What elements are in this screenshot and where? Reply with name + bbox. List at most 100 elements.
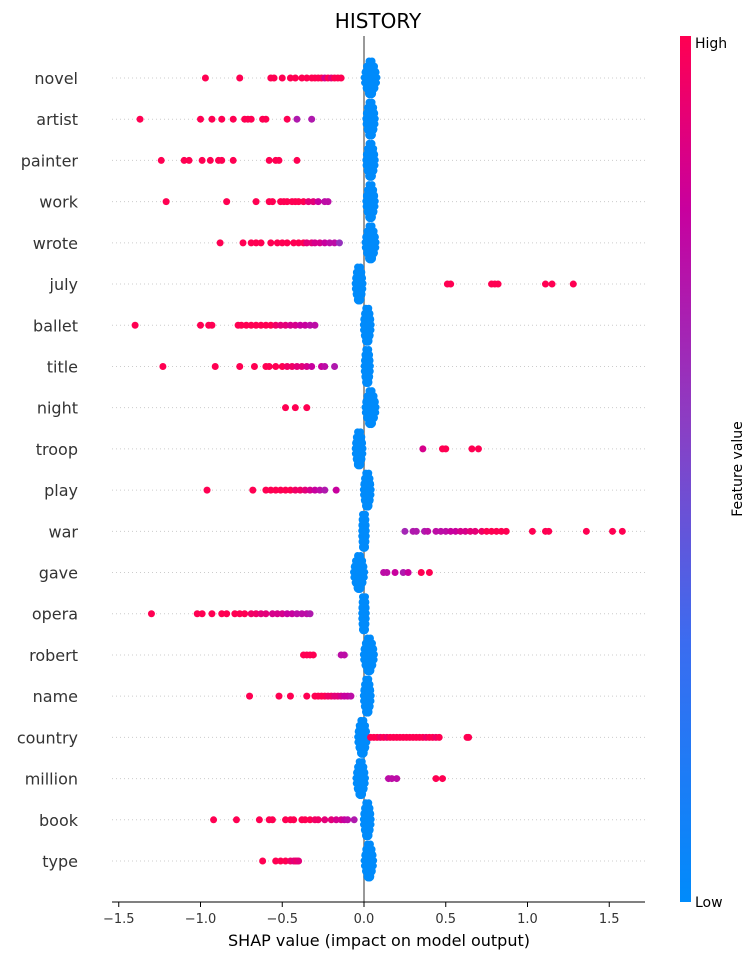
point-artist-7 (247, 115, 255, 123)
feature-label-robert: robert (29, 646, 78, 665)
feature-label-work: work (39, 193, 78, 212)
point-gave-1 (383, 569, 391, 577)
point-play-14 (321, 486, 329, 494)
point-ballet-1 (197, 321, 204, 329)
feature-label-artist: artist (36, 110, 78, 129)
colorbar-high-label: High (695, 36, 727, 52)
point-book-12 (314, 816, 322, 824)
point-play-7 (286, 486, 294, 494)
point-gave-4 (404, 569, 412, 577)
point-title-2 (236, 362, 244, 370)
chart-title: HISTORY (335, 9, 422, 33)
point-book-10 (306, 816, 314, 824)
point-wrote-9 (290, 239, 298, 247)
point-work-2 (252, 198, 260, 206)
point-book-7 (290, 816, 298, 824)
feature-label-book: book (39, 811, 79, 830)
point-wrote-19 (335, 239, 343, 247)
point-opera-5 (223, 610, 231, 618)
point-name-3 (303, 692, 311, 700)
point-war-10 (456, 527, 464, 535)
point-wrote-14 (311, 239, 319, 247)
point-july-5 (541, 280, 549, 288)
point-opera-11 (257, 610, 265, 618)
point-war-8 (447, 527, 455, 535)
point-ballet-14 (282, 321, 290, 329)
feature-label-wrote: wrote (33, 234, 78, 253)
point-novel-5 (286, 74, 294, 82)
point-war-5 (432, 527, 440, 535)
point-work-10 (295, 198, 303, 206)
point-play-6 (282, 486, 290, 494)
point-title-15 (321, 362, 329, 370)
x-tick-label-4: 0.5 (435, 912, 456, 927)
point-painter-1 (180, 156, 188, 164)
feature-label-name: name (33, 687, 78, 706)
point-type-0 (259, 857, 267, 865)
feature-label-million: million (25, 770, 78, 789)
point-play-8 (291, 486, 299, 494)
point-war-18 (497, 527, 505, 535)
point-ballet-3 (208, 321, 216, 329)
point-wrote-15 (316, 239, 324, 247)
point-opera-15 (278, 610, 286, 618)
point-ballet-8 (252, 321, 260, 329)
point-play-5 (277, 486, 285, 494)
point-war-2 (412, 527, 420, 535)
point-painter-0 (157, 156, 165, 164)
point-type-1 (272, 857, 280, 865)
point-play-12 (311, 486, 319, 494)
point-opera-6 (231, 610, 239, 618)
point-war-7 (442, 527, 450, 535)
point-type-low (366, 874, 374, 882)
feature-label-type: type (42, 852, 78, 871)
point-july-1 (447, 280, 455, 288)
point-robert-3 (309, 651, 317, 659)
point-title-13 (308, 362, 316, 370)
point-painter-4 (206, 156, 214, 164)
point-book-13 (321, 816, 329, 824)
point-work-11 (300, 198, 308, 206)
point-title-1 (211, 362, 219, 370)
point-million-4 (438, 775, 446, 783)
point-wrote-3 (252, 239, 260, 247)
point-ballet-0 (131, 321, 139, 329)
point-title-16 (331, 362, 339, 370)
point-troop-3 (468, 445, 476, 453)
point-book-14 (327, 816, 335, 824)
point-july-4 (494, 280, 502, 288)
point-million-2 (393, 775, 401, 783)
point-play-11 (306, 486, 314, 494)
point-ballet-9 (257, 321, 265, 329)
colorbar-title: Feature value (730, 421, 746, 517)
point-opera-2 (198, 610, 206, 618)
point-wrote-6 (273, 239, 281, 247)
point-war-4 (424, 527, 432, 535)
point-ballet-16 (291, 321, 299, 329)
point-artist-4 (229, 115, 237, 123)
point-ballet-12 (272, 321, 280, 329)
point-ballet-13 (277, 321, 285, 329)
point-country-21 (435, 733, 443, 741)
point-book-18 (344, 816, 352, 824)
point-troop-0 (419, 445, 427, 453)
x-tick-label-2: −0.5 (266, 912, 298, 927)
point-wrote-10 (295, 239, 303, 247)
point-play-low (364, 503, 372, 511)
point-war-14 (478, 527, 486, 535)
point-war-24 (609, 527, 617, 535)
feature-label-painter: painter (21, 151, 79, 170)
point-work-low (367, 215, 375, 223)
point-war-22 (545, 527, 553, 535)
point-work-4 (268, 198, 276, 206)
point-type-2 (277, 857, 285, 865)
point-war-20 (528, 527, 536, 535)
point-book-9 (301, 816, 309, 824)
point-novel-4 (278, 74, 286, 82)
point-novel-1 (236, 74, 244, 82)
point-opera-12 (262, 610, 270, 618)
point-ballet-20 (311, 321, 319, 329)
feature-label-title: title (47, 357, 78, 376)
colorbar-low-label: Low (695, 895, 723, 911)
point-painter-2 (185, 156, 193, 164)
